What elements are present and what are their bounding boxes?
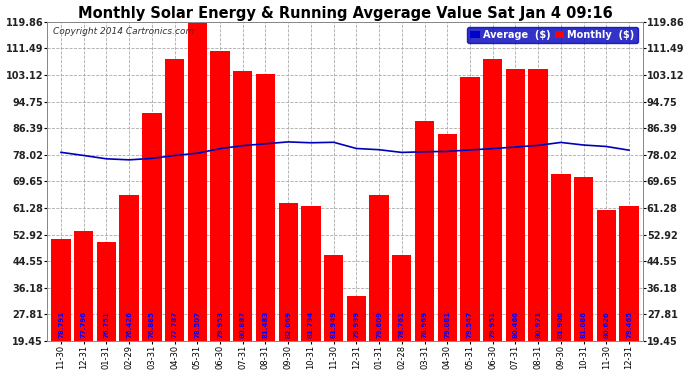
- Bar: [119, 195, 139, 341]
- Text: 81.906: 81.906: [558, 312, 564, 339]
- Bar: [392, 255, 411, 341]
- Text: 82.069: 82.069: [285, 312, 291, 339]
- Bar: [597, 210, 616, 341]
- Bar: [74, 231, 93, 341]
- Bar: [97, 242, 116, 341]
- Text: 81.794: 81.794: [308, 311, 314, 339]
- Text: 79.081: 79.081: [444, 311, 451, 339]
- Text: 80.971: 80.971: [535, 311, 541, 339]
- Text: 79.547: 79.547: [467, 311, 473, 339]
- Text: 76.426: 76.426: [126, 312, 132, 339]
- Text: 81.483: 81.483: [262, 311, 268, 339]
- Bar: [483, 59, 502, 341]
- Legend: Average  ($), Monthly  ($): Average ($), Monthly ($): [467, 27, 638, 44]
- Text: 80.626: 80.626: [603, 312, 609, 339]
- Text: 81.949: 81.949: [331, 311, 337, 339]
- Bar: [620, 206, 639, 341]
- Text: 76.751: 76.751: [104, 312, 110, 339]
- Text: 77.796: 77.796: [81, 312, 87, 339]
- Text: 80.466: 80.466: [513, 312, 518, 339]
- Bar: [460, 77, 480, 341]
- Text: 78.791: 78.791: [58, 311, 64, 339]
- Text: 77.787: 77.787: [172, 311, 177, 339]
- Text: 78.969: 78.969: [422, 312, 428, 339]
- Bar: [415, 122, 434, 341]
- Text: 79.609: 79.609: [376, 312, 382, 339]
- Bar: [506, 69, 525, 341]
- Bar: [551, 174, 571, 341]
- Bar: [302, 206, 321, 341]
- Bar: [51, 239, 70, 341]
- Bar: [165, 59, 184, 341]
- Bar: [279, 202, 298, 341]
- Bar: [369, 195, 388, 341]
- Text: 78.507: 78.507: [195, 312, 200, 339]
- Bar: [188, 23, 207, 341]
- Text: 79.951: 79.951: [490, 312, 495, 339]
- Bar: [437, 134, 457, 341]
- Bar: [233, 70, 253, 341]
- Text: 76.885: 76.885: [149, 312, 155, 339]
- Bar: [529, 69, 548, 341]
- Text: 78.761: 78.761: [399, 312, 405, 339]
- Text: 80.887: 80.887: [239, 311, 246, 339]
- Text: Copyright 2014 Cartronics.com: Copyright 2014 Cartronics.com: [53, 27, 195, 36]
- Bar: [142, 114, 161, 341]
- Bar: [574, 177, 593, 341]
- Text: 79.999: 79.999: [353, 311, 359, 339]
- Text: 79.465: 79.465: [626, 312, 632, 339]
- Bar: [256, 74, 275, 341]
- Bar: [346, 296, 366, 341]
- Bar: [324, 255, 344, 341]
- Text: 79.953: 79.953: [217, 312, 223, 339]
- Text: 81.086: 81.086: [580, 312, 586, 339]
- Bar: [210, 51, 230, 341]
- Title: Monthly Solar Energy & Running Avgerage Value Sat Jan 4 09:16: Monthly Solar Energy & Running Avgerage …: [78, 6, 613, 21]
